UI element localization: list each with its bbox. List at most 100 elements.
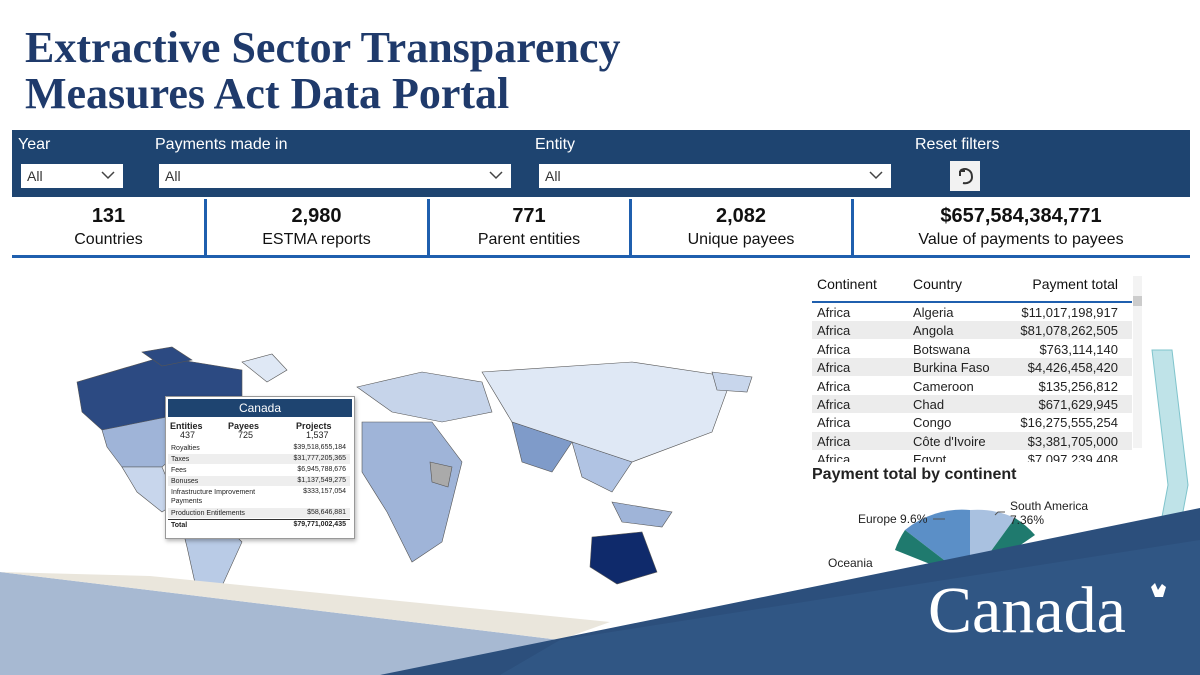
kpi: 2,980 ESTMA reports: [205, 199, 428, 255]
pie-label: Oceania: [828, 556, 873, 570]
kpi-separator: [427, 199, 430, 255]
pie-label: Europe 9.6%: [858, 512, 927, 526]
reset-button[interactable]: [950, 161, 980, 191]
tooltip-row: Fees $6,945,788,676: [168, 465, 350, 475]
scrollbar[interactable]: [1133, 276, 1142, 448]
cell: $81,078,262,505: [1020, 323, 1118, 339]
tooltip-label: Production Entitlements: [171, 510, 245, 517]
cell: $135,256,812: [1038, 378, 1118, 394]
stat-label: Entities: [170, 421, 203, 431]
kpi-value: 131: [91, 205, 126, 227]
pie-label-name: Europe: [858, 512, 897, 526]
cell: Botswana: [913, 341, 971, 357]
kpi: 2,082 Unique payees: [630, 199, 852, 255]
reset-icon: [959, 168, 974, 185]
tooltip-value: $31,777,205,365: [293, 455, 346, 462]
tooltip-label: Infrastructure Improvement Payments: [171, 489, 256, 505]
stat-label: Payees: [228, 421, 260, 431]
cell: $7,097,239,408: [1027, 452, 1118, 462]
cell: Burkina Faso: [913, 360, 990, 376]
table-row: Africa Burkina Faso $4,426,458,420: [812, 358, 1132, 377]
stat-label: Projects: [296, 421, 332, 431]
cell: Chad: [913, 397, 945, 412]
cell: $11,017,198,917: [1021, 305, 1118, 320]
cell: Africa: [817, 323, 851, 339]
table-row: Africa Algeria $11,017,198,917: [812, 303, 1132, 321]
cell: $16,275,555,254: [1020, 415, 1118, 431]
kpi: $657,584,384,771 Value of payments to pay…: [852, 199, 1190, 255]
kpi-separator: [629, 199, 632, 255]
tooltip: Canada Entities 437 Payees 725 Projects 1,537…: [165, 396, 355, 539]
table: Continent Country Payment total Africa Alger…: [812, 270, 1132, 462]
cell: Africa: [817, 360, 851, 376]
cell: Africa: [817, 305, 851, 320]
map: [76, 346, 753, 598]
divider: [12, 255, 1190, 258]
tooltip-row: Total $79,771,002,435: [168, 519, 350, 530]
table-row: Africa Angola $81,078,262,505: [812, 321, 1132, 340]
dropdown[interactable]: All: [539, 164, 891, 188]
tooltip-row: Taxes $31,777,205,365: [168, 454, 350, 464]
chevron: [489, 171, 503, 180]
title: Extractive Sector Transparency: [25, 23, 621, 72]
tooltip-row: Production Entitlements $58,646,881: [168, 508, 350, 518]
pie-label-value: 9.6%: [900, 512, 928, 526]
table-row: Africa Chad $671,629,945: [812, 395, 1132, 413]
tooltip-label: Royalties: [171, 445, 200, 452]
stat-value: 725: [238, 430, 254, 440]
chevron: [101, 171, 115, 180]
cell: $671,629,945: [1038, 397, 1118, 412]
tooltip-value: $1,137,549,275: [297, 477, 346, 484]
tooltip-row: Bonuses $1,137,549,275: [168, 476, 350, 486]
stat-value: 1,537: [306, 430, 329, 440]
kpi-value: $657,584,384,771: [940, 205, 1102, 227]
tooltip-label: Fees: [171, 467, 187, 474]
cell: Africa: [817, 415, 851, 431]
kpi-label: Parent entities: [477, 231, 581, 248]
dropdown[interactable]: All: [159, 164, 511, 188]
kpi-value: 771: [512, 205, 546, 227]
scroll-thumb[interactable]: [1133, 296, 1142, 306]
stat-value: 437: [180, 430, 196, 440]
kpi-label: Unique payees: [687, 231, 795, 248]
kpi-value: 2,980: [291, 205, 342, 227]
filter-label: Entity: [535, 136, 576, 153]
tooltip-label: Bonuses: [171, 478, 199, 485]
cell: Africa: [817, 341, 851, 357]
tooltip-row: Royalties $39,518,655,184: [168, 443, 350, 453]
kpi-label: ESTMA reports: [262, 231, 371, 248]
reset-label: Reset filters: [915, 136, 1000, 153]
column-header: Continent: [817, 276, 877, 292]
kpi-value: 2,082: [715, 205, 767, 227]
cell: Côte d'Ivoire: [913, 433, 986, 449]
dropdown-value: All: [545, 168, 561, 184]
cell: Angola: [913, 323, 954, 339]
pie-title: Payment total by continent: [812, 466, 1017, 483]
cell: Africa: [817, 452, 851, 462]
kpi-label: Value of payments to payees: [918, 231, 1124, 248]
filter-label: Payments made in: [155, 136, 288, 153]
table-row: Africa Botswana $763,114,140: [812, 339, 1132, 358]
chevron: [869, 171, 883, 180]
table-row: Africa Côte d'Ivoire $3,381,705,000: [812, 431, 1132, 450]
tooltip-value: $58,646,881: [307, 509, 346, 516]
dropdown-value: All: [27, 168, 43, 184]
cell: Africa: [817, 397, 851, 412]
cell: Africa: [817, 433, 851, 449]
title: Measures Act Data Portal: [25, 69, 510, 118]
pie-label-name: South America: [1010, 499, 1089, 513]
kpi-separator: [851, 199, 854, 255]
table-rule: [812, 301, 1132, 303]
column-header: Payment total: [1032, 276, 1118, 292]
tooltip-label: Total: [171, 522, 188, 529]
dropdown[interactable]: All: [21, 164, 123, 188]
cell: $4,426,458,420: [1027, 360, 1118, 376]
cell: $3,381,705,000: [1027, 433, 1118, 449]
cell: Africa: [817, 378, 851, 394]
leader: [994, 511, 1005, 516]
column-header: Country: [913, 276, 963, 292]
pie-label-value: 7.36%: [1010, 513, 1045, 527]
kpi-label: Countries: [74, 231, 143, 248]
cell: Egypt: [913, 452, 947, 462]
